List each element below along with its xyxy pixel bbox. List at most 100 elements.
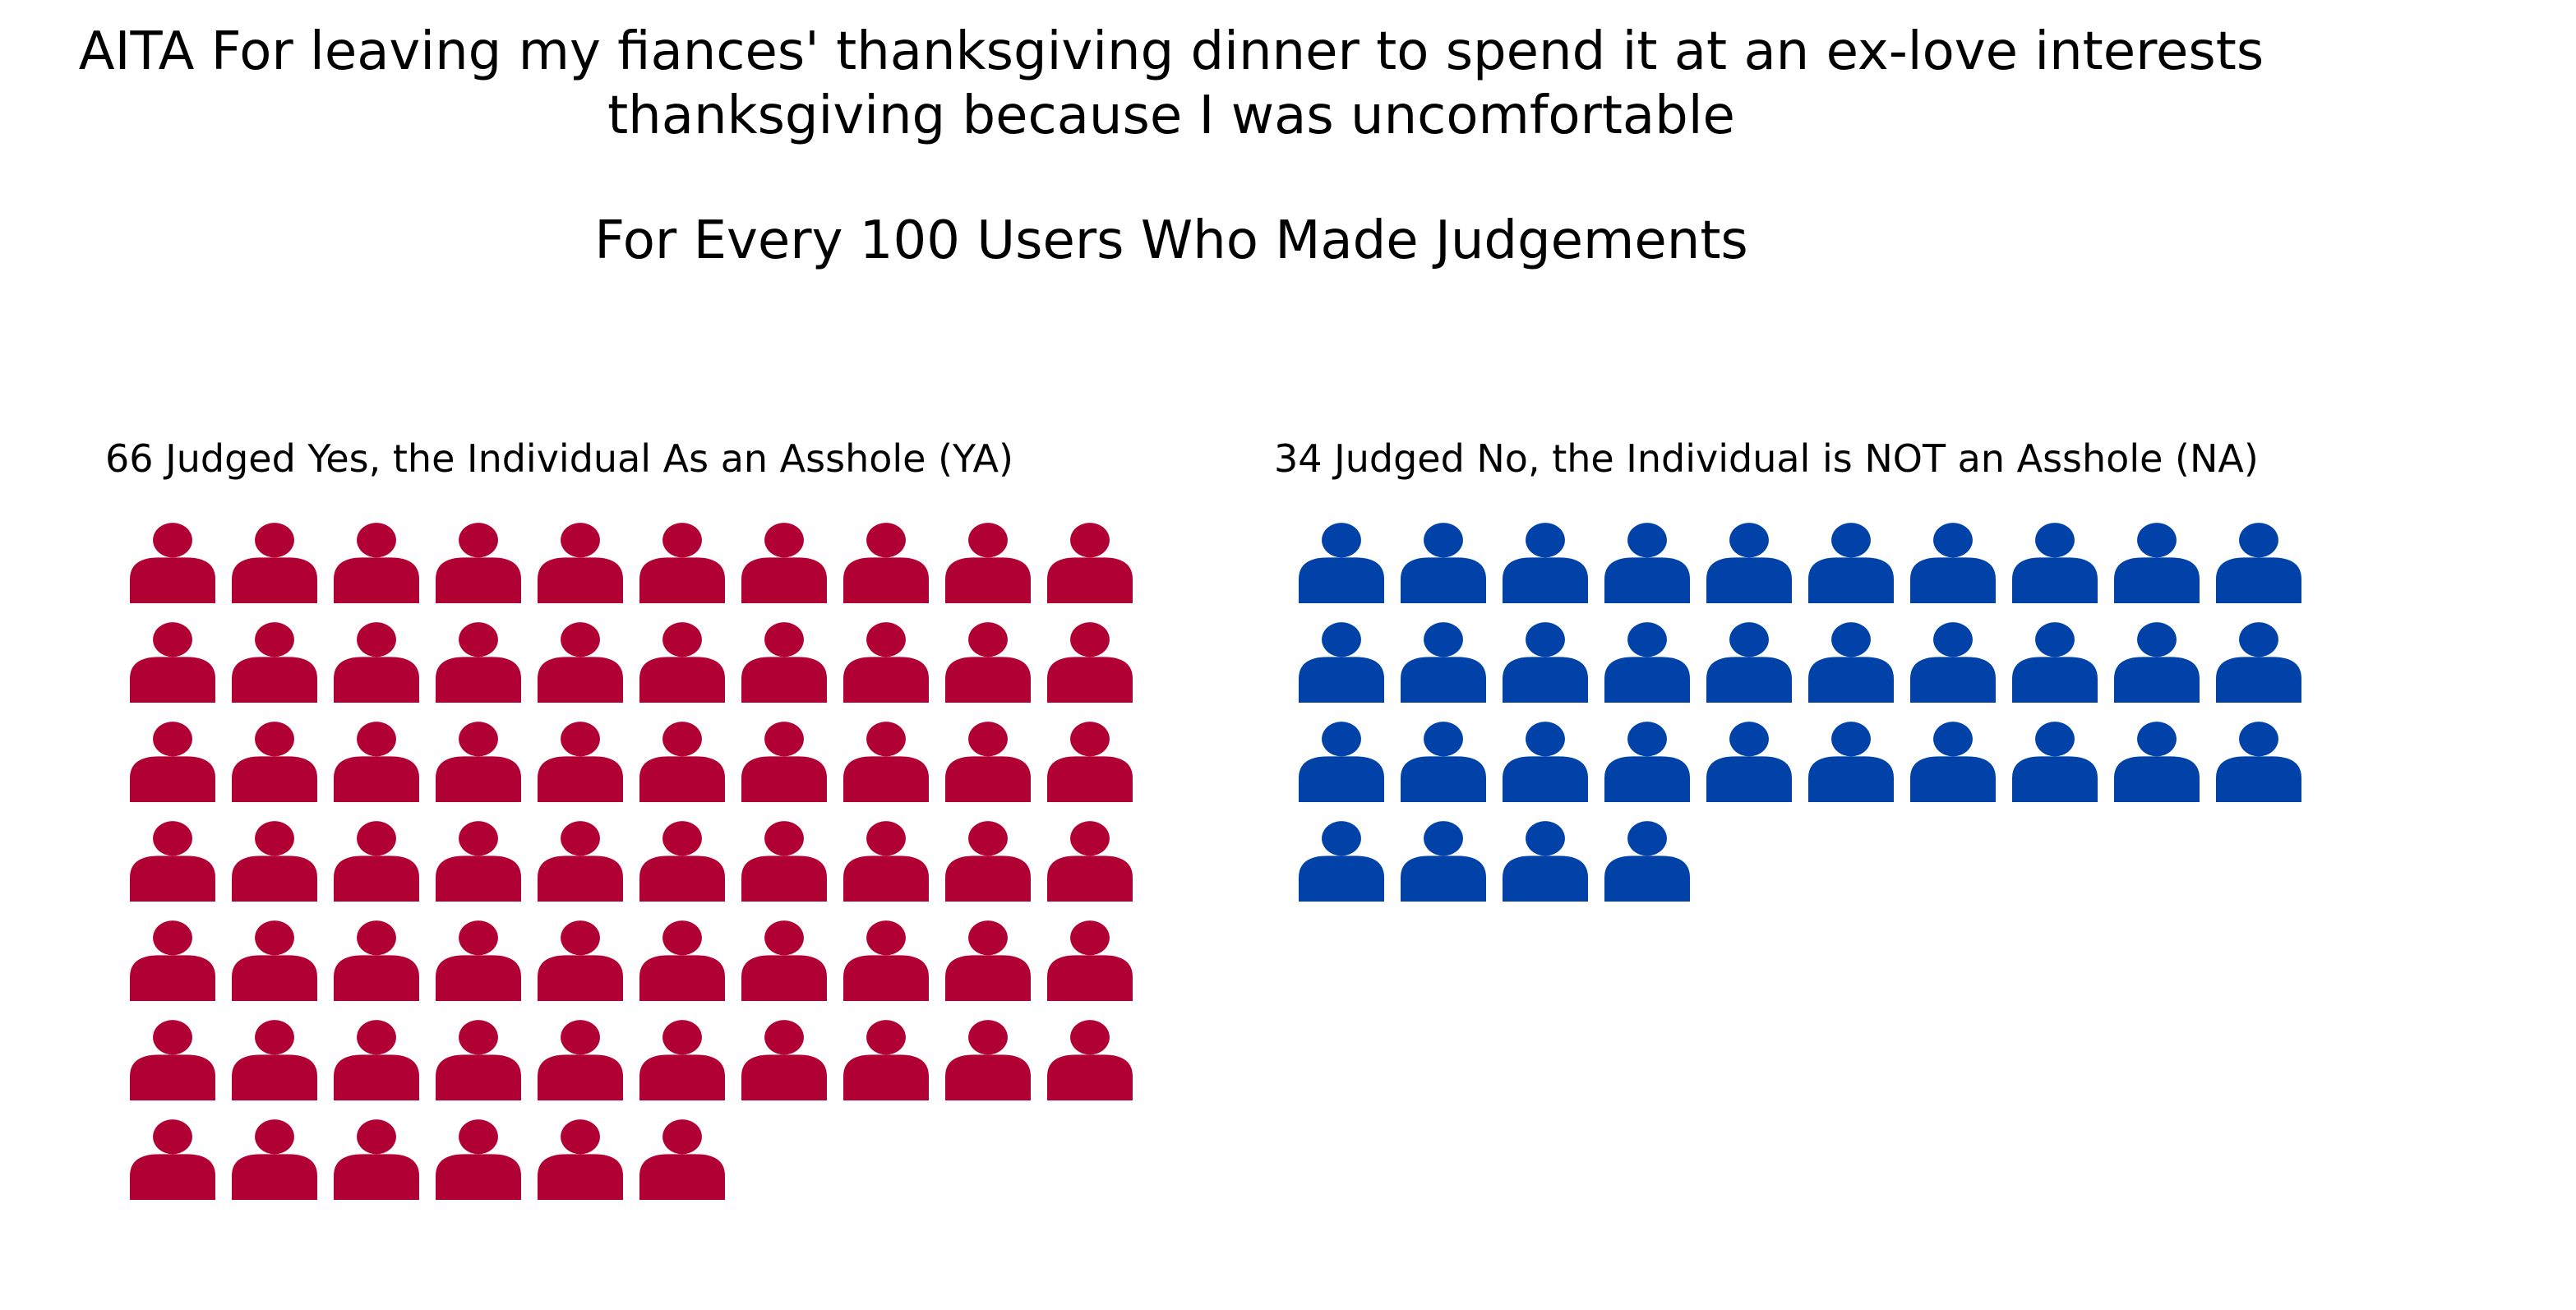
ya-person-icon xyxy=(130,1020,215,1100)
ya-person-icon xyxy=(741,821,827,902)
na-person-icon xyxy=(1910,722,1996,802)
ya-person-icon xyxy=(436,622,521,703)
ya-person-icon xyxy=(538,1119,623,1200)
ya-person-icon xyxy=(843,821,929,902)
na-person-icon xyxy=(2012,523,2098,603)
ya-person-icon xyxy=(130,622,215,703)
ya-person-icon xyxy=(436,920,521,1001)
ya-person-icon xyxy=(436,821,521,902)
ya-person-icon xyxy=(436,523,521,603)
na-person-icon xyxy=(1706,722,1792,802)
na-person-icon xyxy=(1299,523,1384,603)
ya-person-icon xyxy=(334,722,419,802)
ya-person-icon xyxy=(843,523,929,603)
chart-subtitle: For Every 100 Users Who Made Judgements xyxy=(594,210,1748,271)
na-person-icon xyxy=(1503,821,1588,902)
ya-person-icon xyxy=(130,523,215,603)
na-person-icon xyxy=(1299,622,1384,703)
ya-person-icon xyxy=(741,523,827,603)
ya-person-icon xyxy=(741,622,827,703)
na-person-icon xyxy=(2114,622,2200,703)
ya-person-icon xyxy=(232,1119,317,1200)
ya-person-icon xyxy=(639,920,725,1001)
ya-icon-grid xyxy=(130,523,1133,1200)
ya-person-icon xyxy=(436,722,521,802)
na-person-icon xyxy=(1401,821,1486,902)
ya-person-icon xyxy=(945,920,1031,1001)
ya-person-icon xyxy=(1047,722,1133,802)
ya-person-icon xyxy=(538,1020,623,1100)
na-person-icon xyxy=(2012,622,2098,703)
na-person-icon xyxy=(1604,821,1690,902)
ya-person-icon xyxy=(334,622,419,703)
na-person-icon xyxy=(1706,622,1792,703)
ya-person-icon xyxy=(843,920,929,1001)
na-person-icon xyxy=(2114,523,2200,603)
na-person-icon xyxy=(1910,523,1996,603)
na-person-icon xyxy=(1808,523,1894,603)
ya-person-icon xyxy=(843,622,929,703)
ya-person-icon xyxy=(130,821,215,902)
ya-person-icon xyxy=(538,821,623,902)
na-person-icon xyxy=(2216,722,2301,802)
na-label: 34 Judged No, the Individual is NOT an A… xyxy=(1274,436,2259,481)
ya-person-icon xyxy=(639,622,725,703)
ya-person-icon xyxy=(232,622,317,703)
na-person-icon xyxy=(2216,622,2301,703)
na-person-icon xyxy=(2114,722,2200,802)
na-person-icon xyxy=(1299,722,1384,802)
ya-person-icon xyxy=(945,622,1031,703)
na-person-icon xyxy=(2012,722,2098,802)
na-person-icon xyxy=(1503,523,1588,603)
na-person-icon xyxy=(1910,622,1996,703)
ya-person-icon xyxy=(741,920,827,1001)
ya-person-icon xyxy=(945,722,1031,802)
ya-person-icon xyxy=(334,821,419,902)
ya-person-icon xyxy=(436,1119,521,1200)
na-person-icon xyxy=(1604,722,1690,802)
title-line-2: thanksgiving because I was uncomfortable xyxy=(607,85,1735,146)
na-person-icon xyxy=(1401,722,1486,802)
ya-person-icon xyxy=(538,722,623,802)
title-line-1: AITA For leaving my fiances' thanksgivin… xyxy=(78,21,2264,82)
na-person-icon xyxy=(1604,622,1690,703)
ya-person-icon xyxy=(639,722,725,802)
ya-person-icon xyxy=(741,722,827,802)
na-person-icon xyxy=(1299,821,1384,902)
ya-person-icon xyxy=(639,1119,725,1200)
ya-person-icon xyxy=(1047,920,1133,1001)
ya-person-icon xyxy=(538,920,623,1001)
ya-person-icon xyxy=(538,622,623,703)
chart-title: AITA For leaving my fiances' thanksgivin… xyxy=(0,20,2343,273)
ya-person-icon xyxy=(232,722,317,802)
ya-person-icon xyxy=(130,722,215,802)
na-person-icon xyxy=(2216,523,2301,603)
na-person-icon xyxy=(1706,523,1792,603)
ya-person-icon xyxy=(436,1020,521,1100)
ya-person-icon xyxy=(1047,622,1133,703)
ya-person-icon xyxy=(130,920,215,1001)
ya-person-icon xyxy=(741,1020,827,1100)
ya-person-icon xyxy=(232,1020,317,1100)
ya-person-icon xyxy=(843,722,929,802)
na-person-icon xyxy=(1401,622,1486,703)
ya-person-icon xyxy=(232,920,317,1001)
ya-person-icon xyxy=(334,920,419,1001)
na-person-icon xyxy=(1604,523,1690,603)
ya-person-icon xyxy=(945,1020,1031,1100)
ya-label: 66 Judged Yes, the Individual As an Assh… xyxy=(105,436,1013,481)
ya-person-icon xyxy=(1047,821,1133,902)
na-icon-grid xyxy=(1299,523,2301,902)
ya-person-icon xyxy=(945,523,1031,603)
ya-person-icon xyxy=(639,523,725,603)
ya-person-icon xyxy=(130,1119,215,1200)
na-person-icon xyxy=(1503,622,1588,703)
ya-person-icon xyxy=(232,523,317,603)
na-person-icon xyxy=(1503,722,1588,802)
ya-panel: 66 Judged Yes, the Individual As an Assh… xyxy=(105,436,1174,1241)
ya-person-icon xyxy=(843,1020,929,1100)
na-person-icon xyxy=(1808,622,1894,703)
na-panel: 34 Judged No, the Individual is NOT an A… xyxy=(1274,436,2343,1241)
ya-person-icon xyxy=(232,821,317,902)
ya-person-icon xyxy=(639,821,725,902)
